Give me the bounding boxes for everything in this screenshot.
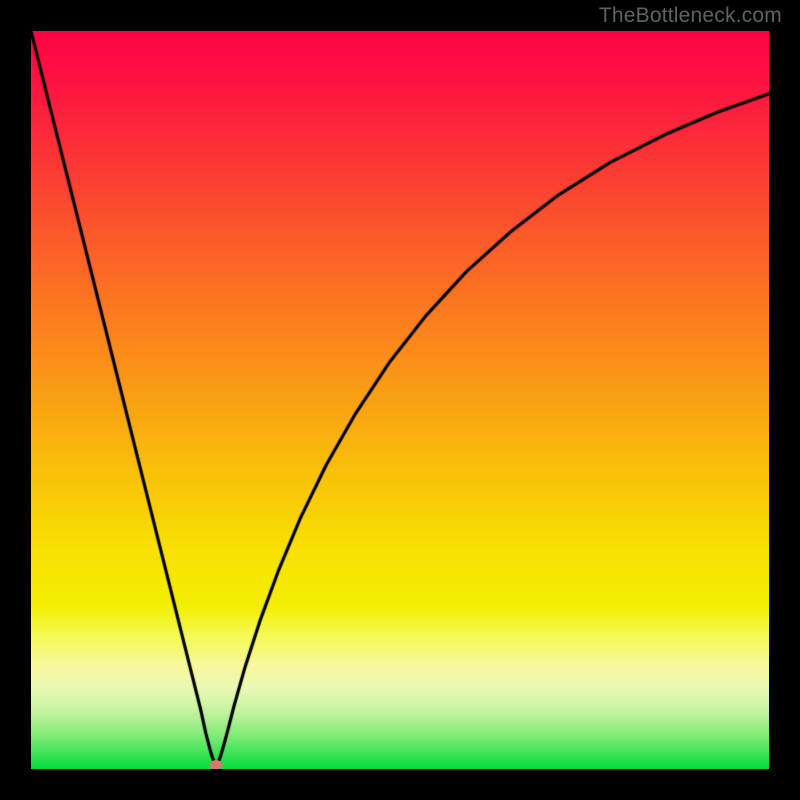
bottleneck-curve <box>31 31 769 769</box>
plot-area <box>31 31 769 769</box>
watermark-text: TheBottleneck.com <box>599 4 782 28</box>
optimum-marker <box>210 760 223 769</box>
chart-container: TheBottleneck.com <box>0 0 800 800</box>
